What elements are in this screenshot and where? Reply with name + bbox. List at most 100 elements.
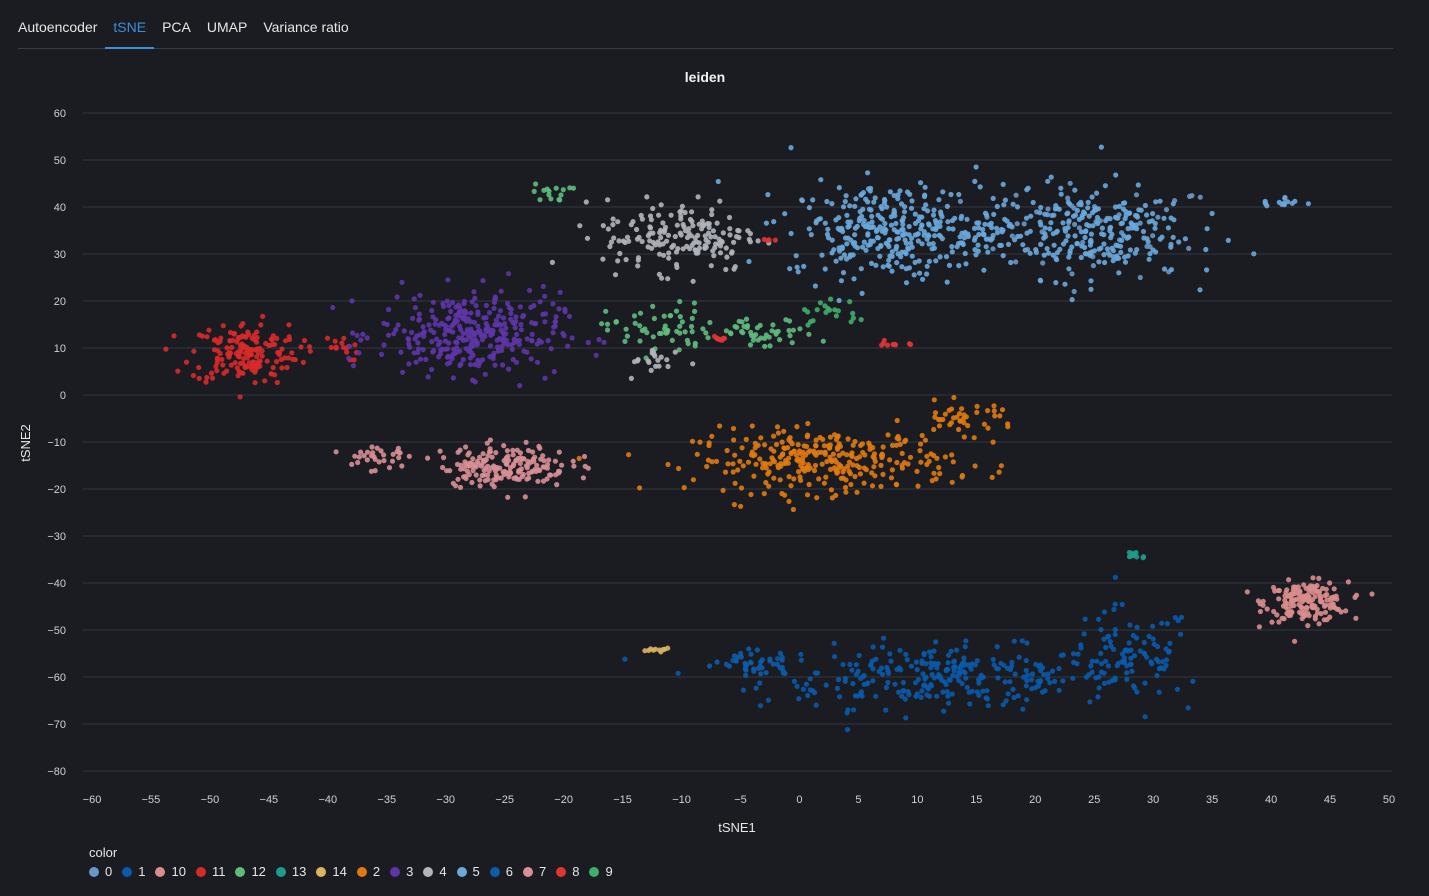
data-point [712,245,718,251]
data-point [1134,213,1140,219]
data-point [600,223,606,229]
data-point [1066,254,1072,260]
data-point [930,212,937,218]
data-point [921,682,928,688]
data-point [888,222,895,228]
tab-autoencoder[interactable]: Autoencoder [18,19,98,35]
legend-item-8[interactable]: 8 [556,864,579,879]
data-point [506,366,512,372]
data-point [328,344,334,351]
y-tick-label: 60 [54,108,66,120]
data-point [276,351,282,358]
data-point [1135,182,1141,188]
data-point [1116,255,1122,261]
data-point [1167,640,1173,647]
data-point [1134,635,1140,641]
data-point [482,371,488,377]
data-point [991,403,997,409]
legend-item-6[interactable]: 6 [489,864,513,879]
data-point [943,254,950,260]
legend-item-2[interactable]: 2 [356,864,381,879]
data-point [1072,233,1078,239]
legend-item-1[interactable]: 1 [122,864,145,879]
data-point [822,266,828,272]
data-point [527,287,533,293]
data-point [885,670,892,677]
data-point [854,489,860,495]
data-point [1322,602,1328,608]
data-point [924,453,930,459]
legend-item-4[interactable]: 4 [423,864,447,879]
tab-variance-ratio[interactable]: Variance ratio [263,19,349,35]
data-point [1168,267,1174,273]
data-point [243,364,249,370]
legend-item-9[interactable]: 9 [589,864,613,879]
data-point [936,423,943,429]
data-point [914,691,920,697]
data-point [1024,230,1030,236]
data-point [869,470,875,476]
data-point [828,487,835,493]
data-point [961,434,967,440]
data-point [417,292,423,298]
data-point [912,211,918,217]
data-point [1042,211,1048,217]
data-point [884,664,890,671]
data-point [1112,627,1118,633]
legend-item-0[interactable]: 0 [89,864,112,879]
data-point [765,192,771,198]
legend-item-3[interactable]: 3 [390,864,413,879]
data-point [973,164,979,170]
data-point [788,145,794,151]
data-point [956,191,962,198]
data-point [813,220,819,226]
x-tick-label: −10 [672,794,691,806]
data-point [742,660,748,667]
legend-item-14[interactable]: 14 [316,864,347,879]
data-point [196,375,202,381]
data-point [852,243,858,249]
legend-item-12[interactable]: 12 [235,864,266,879]
legend-label: 2 [372,864,381,879]
data-point [390,451,396,457]
data-point [789,340,795,346]
tab-umap[interactable]: UMAP [206,19,248,35]
data-point [203,379,209,385]
data-point [389,458,396,464]
data-point [879,206,885,212]
tab-tsne[interactable]: tSNE [105,19,154,49]
data-point [1288,598,1294,604]
data-point [967,701,973,707]
data-point [981,421,988,427]
data-point [829,458,835,465]
data-point [733,234,740,240]
legend-item-11[interactable]: 11 [195,864,225,879]
data-point [494,466,500,472]
data-point [737,458,743,464]
data-point [664,328,670,334]
data-point [1085,205,1091,211]
legend-item-7[interactable]: 7 [523,864,546,879]
data-point [965,662,971,668]
data-point [790,327,797,333]
data-point [603,308,609,314]
data-point [1126,549,1132,556]
data-point [358,449,364,455]
data-point [399,279,405,285]
legend-item-10[interactable]: 10 [155,864,186,879]
data-point [835,308,841,314]
legend-item-5[interactable]: 5 [456,864,480,879]
data-point [470,468,476,474]
data-point [740,687,747,693]
legend-item-13[interactable]: 13 [275,864,306,879]
data-point [946,700,952,706]
data-point [834,685,841,692]
tab-pca[interactable]: PCA [162,19,191,35]
data-point [1338,609,1344,615]
scatter-chart[interactable]: −60 −55 −50 −45 −40 −35 −30 −25 −20 −15 −10 −5 0 5 10 1… [0,48,1429,838]
data-point [227,329,234,336]
data-point [570,458,576,464]
data-point [880,444,886,450]
data-point [689,209,695,215]
data-point [537,197,543,203]
